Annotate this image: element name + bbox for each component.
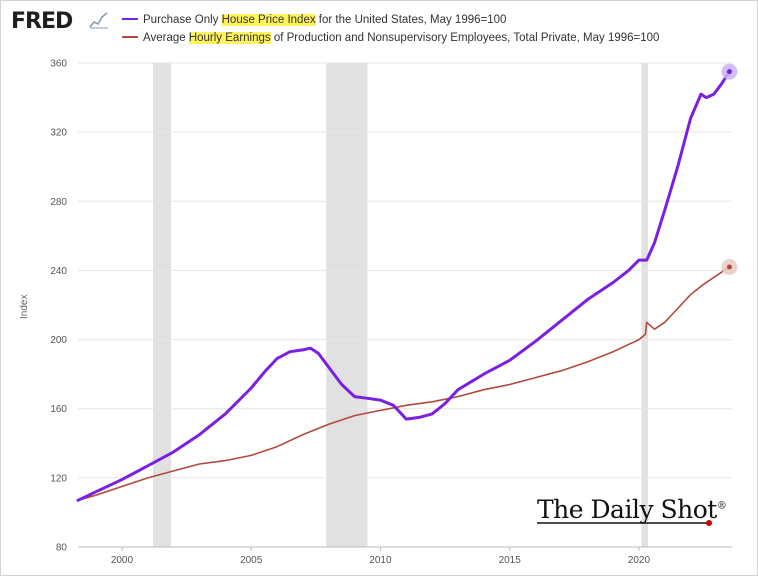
- x-tick-label: 2020: [628, 555, 651, 566]
- end-marker-hourly-earnings: [726, 264, 732, 270]
- y-tick-label: 120: [50, 473, 67, 484]
- y-tick-label: 280: [50, 197, 67, 208]
- daily-shot-watermark: The Daily Shot®: [537, 495, 727, 524]
- x-tick-label: 2000: [111, 555, 134, 566]
- fred-logo: FRED: [11, 9, 73, 34]
- legend-highlight: House Price Index: [221, 14, 316, 26]
- x-tick-label: 2010: [369, 555, 392, 566]
- y-tick-label: 200: [50, 335, 67, 346]
- legend-swatch-house-price: [122, 17, 138, 20]
- legend-highlight: Hourly Earnings: [188, 32, 271, 44]
- watermark-text: The Daily Shot: [537, 495, 717, 524]
- y-tick-label: 80: [56, 543, 68, 554]
- legend-text: Average: [143, 32, 189, 44]
- legend-swatch-hourly-earnings: [122, 35, 138, 38]
- y-tick-label: 240: [50, 266, 67, 277]
- series-line-house-price: [76, 70, 731, 502]
- legend-text: of Production and Nonsupervisory Employe…: [270, 32, 660, 44]
- x-tick-label: 2005: [240, 555, 263, 566]
- fred-chart-icon: [89, 12, 108, 29]
- legend-entry-hourly-earnings: Average Hourly Earnings of Production an…: [122, 32, 659, 44]
- legend-text: for the United States, May 1996=100: [315, 14, 507, 26]
- recession-band: [152, 63, 172, 547]
- watermark-underline: [537, 520, 712, 526]
- y-tick-label: 160: [50, 404, 67, 415]
- recession-band: [641, 63, 648, 547]
- end-marker-house-price: [726, 69, 732, 75]
- legend-text: Purchase Only: [143, 14, 222, 26]
- watermark-mark: ®: [716, 500, 727, 512]
- legend-entry-house-price: Purchase Only House Price Index for the …: [122, 14, 506, 26]
- x-tick-label: 2015: [499, 555, 522, 566]
- y-tick-label: 360: [50, 59, 67, 70]
- series-line-hourly-earnings: [77, 266, 731, 502]
- recession-band: [326, 63, 368, 547]
- y-tick-label: 320: [50, 128, 67, 139]
